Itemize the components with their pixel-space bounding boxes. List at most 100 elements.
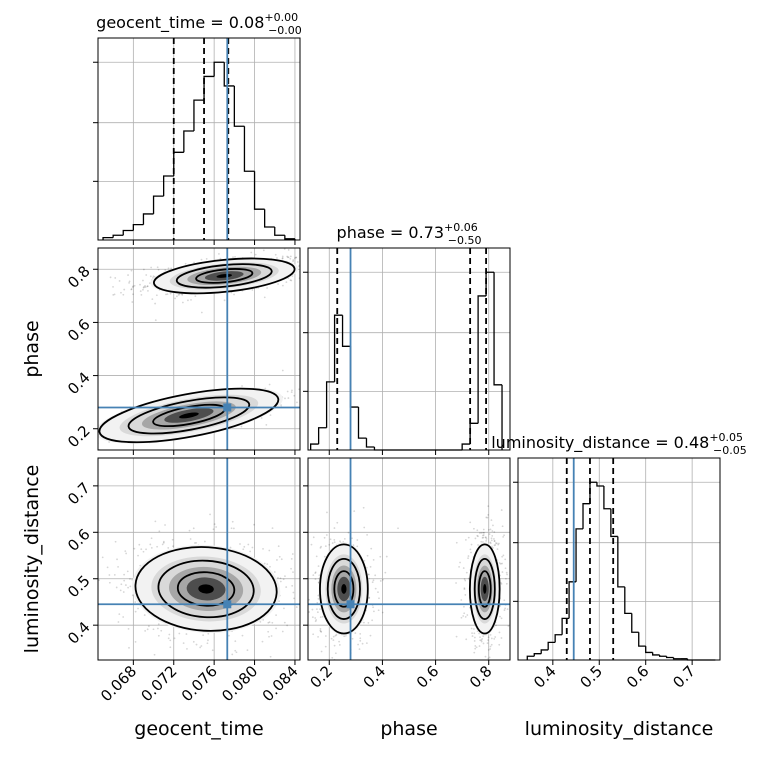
- sample-point: [162, 540, 165, 543]
- sample-point: [149, 543, 152, 546]
- sample-point: [253, 523, 255, 526]
- sample-point: [480, 531, 483, 534]
- contour-line: [127, 396, 251, 435]
- sample-point: [146, 628, 149, 631]
- sample-point: [363, 621, 365, 624]
- sample-point: [320, 631, 323, 633]
- sample-point: [505, 571, 508, 574]
- sample-point: [232, 256, 234, 259]
- panel-content: [10, 248, 307, 457]
- sample-point: [315, 619, 318, 621]
- sample-point: [470, 627, 473, 630]
- sample-point: [181, 301, 184, 304]
- sample-point: [481, 638, 484, 640]
- sample-point: [157, 627, 159, 630]
- sample-point: [366, 554, 369, 557]
- contour-line: [157, 559, 255, 619]
- sample-point: [276, 559, 278, 561]
- sample-point: [301, 269, 303, 271]
- sample-point: [377, 591, 379, 594]
- sample-point: [267, 630, 270, 633]
- sample-point: [118, 613, 121, 616]
- sample-point: [371, 581, 374, 584]
- sample-point: [31, 446, 33, 448]
- sample-point: [374, 587, 377, 590]
- sample-point: [169, 292, 172, 295]
- sample-point: [126, 570, 129, 573]
- title-value: geocent_time = 0.08: [96, 13, 264, 33]
- hist-bin: [243, 126, 255, 172]
- sample-point: [361, 642, 364, 645]
- sample-point: [353, 510, 356, 513]
- sample-point: [481, 536, 484, 539]
- sample-point: [487, 505, 490, 508]
- sample-point: [283, 607, 285, 610]
- sample-point: [476, 534, 479, 537]
- sample-point: [289, 279, 292, 282]
- sample-point: [303, 265, 305, 267]
- sample-point: [223, 299, 226, 302]
- sample-point: [305, 274, 307, 276]
- sample-point: [122, 591, 125, 593]
- sample-point: [487, 639, 489, 641]
- sample-point: [501, 555, 504, 558]
- sample-point: [464, 594, 467, 596]
- sample-point: [286, 256, 289, 259]
- sample-point: [319, 627, 322, 630]
- sample-point: [473, 527, 475, 530]
- sample-point: [319, 608, 321, 611]
- y-tick-label: 0.8: [64, 262, 94, 292]
- sample-point: [235, 651, 238, 654]
- sample-point: [484, 655, 487, 658]
- sample-point: [294, 257, 296, 260]
- sample-point: [146, 285, 149, 288]
- sample-point: [130, 288, 133, 291]
- sample-point: [505, 582, 508, 585]
- sample-point: [319, 616, 322, 619]
- sample-point: [367, 621, 370, 624]
- sample-point: [157, 268, 160, 271]
- sample-point: [473, 632, 476, 635]
- sample-point: [475, 646, 478, 649]
- title-value: luminosity_distance = 0.48: [491, 433, 709, 453]
- sample-point: [239, 543, 241, 545]
- hist-bin: [365, 438, 375, 448]
- sample-point: [72, 455, 74, 457]
- sample-point: [485, 516, 488, 519]
- sample-point: [482, 642, 485, 645]
- sample-point: [146, 285, 149, 288]
- sample-point: [493, 540, 496, 542]
- sample-point: [496, 548, 499, 551]
- sample-point: [194, 295, 197, 297]
- sample-point: [280, 558, 283, 561]
- sample-point: [479, 532, 481, 534]
- hist-bin: [112, 234, 124, 238]
- sample-point: [295, 606, 298, 608]
- sample-point: [378, 597, 380, 600]
- sample-point: [280, 404, 282, 407]
- sample-point: [490, 637, 493, 640]
- sample-point: [368, 597, 371, 599]
- sample-point: [464, 538, 467, 541]
- sample-point: [324, 645, 327, 648]
- sample-point: [493, 540, 496, 542]
- sample-point: [487, 528, 490, 531]
- sample-point: [240, 425, 243, 428]
- sample-point: [482, 531, 485, 534]
- sample-point: [343, 635, 346, 638]
- sample-point: [154, 319, 157, 322]
- sample-point: [338, 644, 341, 646]
- sample-point: [10, 446, 12, 448]
- sample-point: [122, 293, 125, 296]
- sample-point: [344, 669, 346, 671]
- sample-point: [320, 545, 322, 548]
- sample-point: [500, 617, 503, 620]
- sample-point: [58, 428, 60, 430]
- sample-point: [343, 537, 346, 540]
- sample-point: [465, 638, 468, 641]
- sample-point: [114, 540, 117, 543]
- sample-point: [177, 293, 180, 296]
- sample-point: [158, 530, 161, 533]
- sample-point: [371, 619, 374, 622]
- hist-bin: [122, 229, 134, 236]
